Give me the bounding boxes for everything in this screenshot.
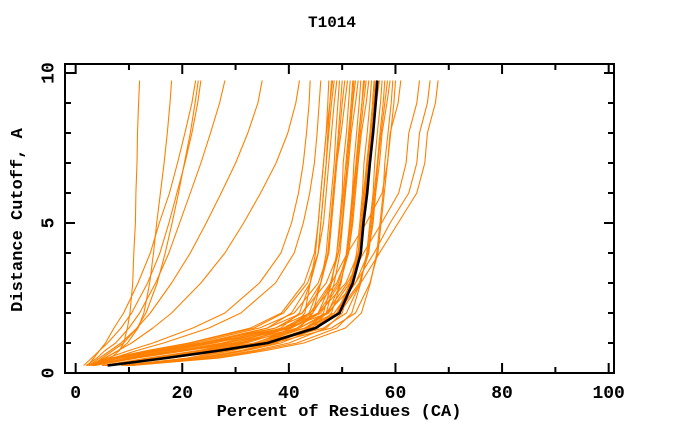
chart-title: T1014 [308, 14, 356, 32]
model-curve [88, 80, 263, 366]
model-curves [83, 80, 439, 367]
x-tick-label: 80 [491, 384, 513, 404]
x-tick-label: 60 [385, 384, 407, 404]
model-curve [125, 80, 355, 367]
plot-border [64, 63, 615, 374]
model-curve [88, 80, 311, 367]
axis-tick-labels: 0 20 40 60 80 100 0 5 10 [39, 62, 625, 404]
model-curve [102, 80, 402, 367]
model-curve [91, 80, 322, 367]
model-curve [91, 80, 199, 366]
model-curve [91, 80, 301, 366]
x-axis-label: Percent of Residues (CA) [217, 403, 462, 422]
model-curve [86, 80, 338, 367]
model-curve [88, 80, 391, 367]
y-axis-label: Distance Cutoff, A [9, 127, 28, 311]
y-tick-label: 0 [39, 368, 59, 379]
y-tick-label: 10 [39, 62, 59, 84]
model-curve [85, 80, 226, 366]
model-curve [94, 80, 389, 367]
x-tick-label: 40 [278, 384, 300, 404]
axis-ticks [65, 64, 614, 374]
model-curve [91, 80, 346, 367]
model-curve [104, 80, 431, 367]
x-tick-label: 20 [171, 384, 193, 404]
x-tick-label: 0 [70, 384, 81, 404]
reference-curve [107, 80, 379, 367]
y-tick-label: 5 [39, 218, 59, 229]
model-curve [94, 80, 367, 367]
x-tick-label: 100 [592, 384, 624, 404]
model-curve [83, 80, 202, 366]
